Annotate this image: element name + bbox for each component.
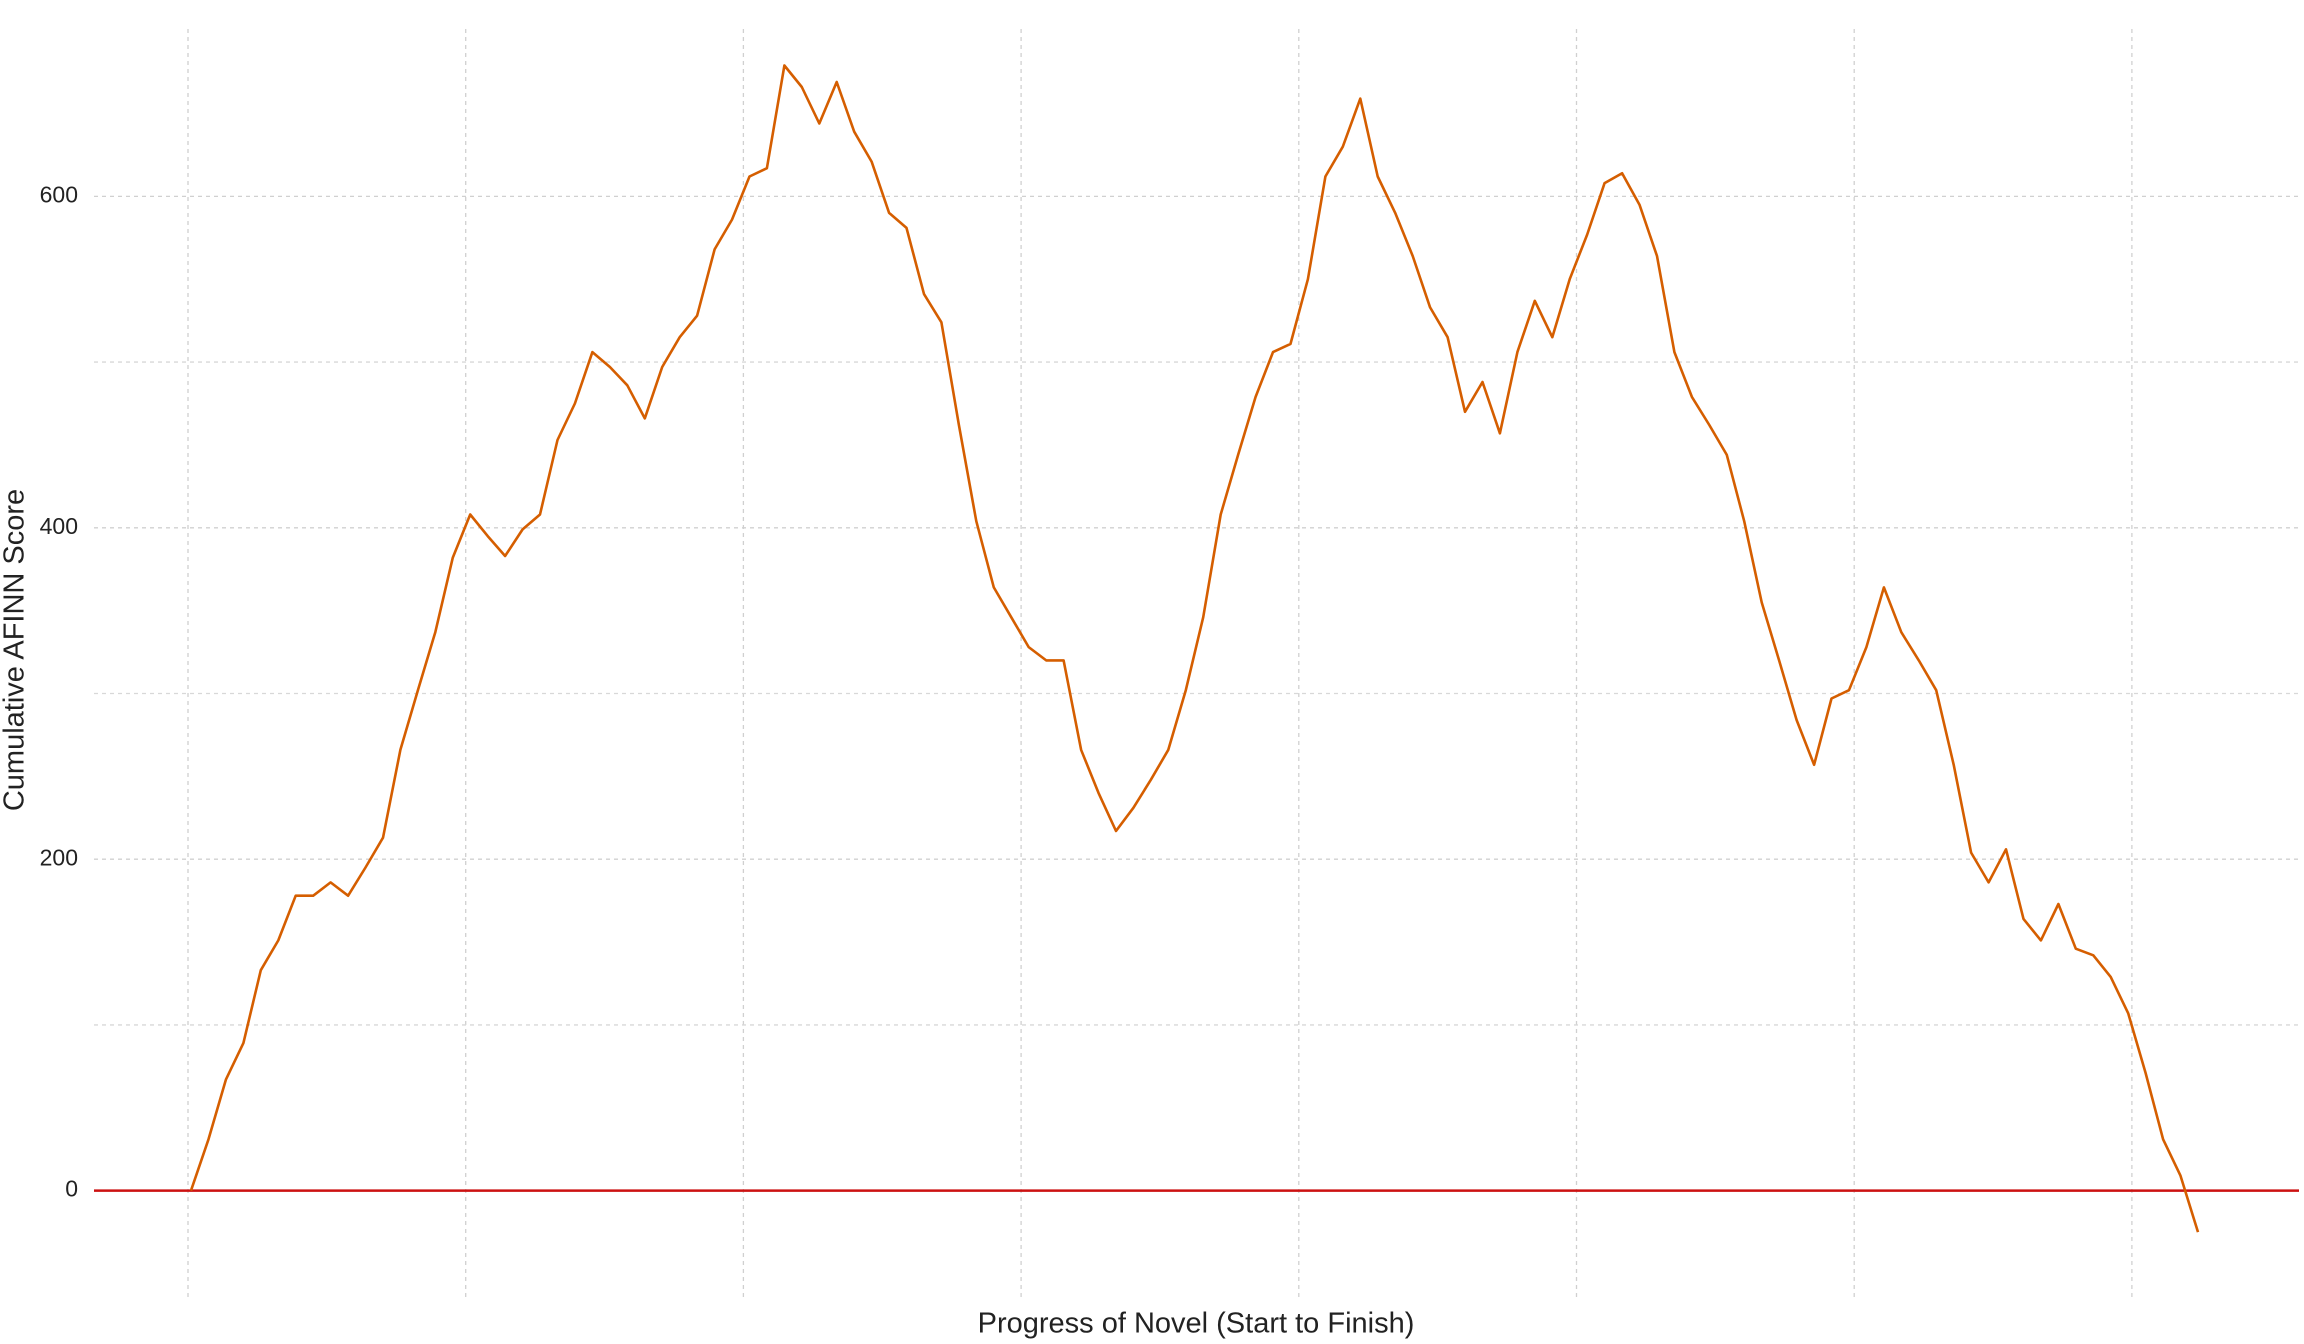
y-tick-label: 0 (65, 1176, 78, 1202)
y-tick-label: 600 (40, 181, 78, 207)
y-tick-label: 400 (40, 513, 78, 539)
y-axis-title: Cumulative AFINN Score (0, 489, 31, 811)
marks (94, 64, 2299, 1233)
y-tick-label: 200 (40, 844, 78, 870)
x-axis-title: Progress of Novel (Start to Finish) (978, 1308, 1415, 1340)
grid (94, 29, 2299, 1300)
score-line (189, 64, 2200, 1233)
